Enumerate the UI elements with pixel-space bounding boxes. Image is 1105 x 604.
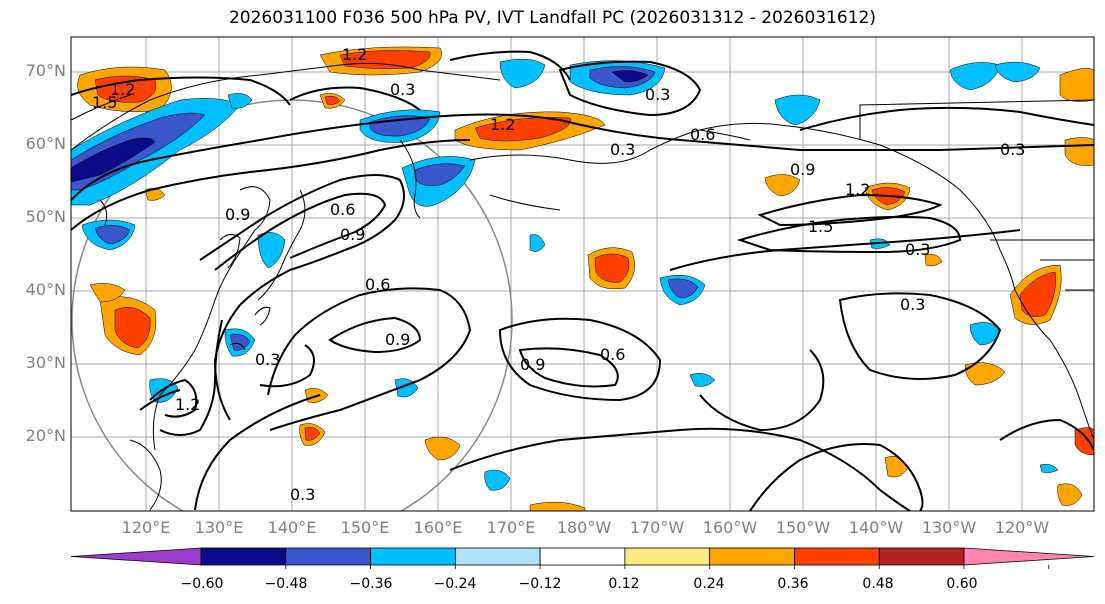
colorbar-tick: −0.60 — [180, 576, 224, 592]
lon-label: 120°W — [994, 518, 1050, 537]
lat-label-50: 50°N — [25, 207, 66, 226]
lon-label: 150°W — [775, 518, 831, 537]
contour-label: 0.6 — [330, 200, 355, 219]
colorbar-tick: 0.60 — [946, 576, 978, 592]
lat-label-70: 70°N — [25, 61, 66, 80]
lon-label: 140°E — [267, 518, 317, 537]
lon-label: 150°E — [340, 518, 390, 537]
colorbar-tick: 0.12 — [608, 576, 640, 592]
contour-label: 1.5 — [92, 93, 117, 112]
colorbar-segment — [709, 547, 795, 566]
contour-label: 0.3 — [255, 350, 280, 369]
lon-label: 170°W — [629, 518, 685, 537]
contour-label: 1.5 — [808, 217, 833, 236]
contour-label: 0.3 — [905, 240, 930, 259]
contour-label: 0.9 — [225, 205, 250, 224]
colorbar-extend-high — [963, 547, 1095, 566]
colorbar-segment — [454, 547, 541, 566]
lon-label: 130°W — [921, 518, 977, 537]
map-title: 2026031100 F036 500 hPa PV, IVT Landfall… — [228, 8, 876, 28]
colorbar-tick: 0.48 — [862, 576, 894, 592]
colorbar-segment — [539, 547, 626, 566]
lon-label: 140°W — [848, 518, 904, 537]
contour-label: 0.9 — [790, 160, 815, 179]
lon-label: 160°E — [413, 518, 463, 537]
lon-label: 170°E — [486, 518, 536, 537]
contour-label: 0.3 — [290, 485, 315, 504]
colorbar-tick: 0.36 — [777, 576, 809, 592]
lat-label-20: 20°N — [25, 426, 66, 445]
contour-label: 1.2 — [490, 115, 515, 134]
colorbar-segment — [794, 547, 880, 566]
contour-labels: 1.2 0.3 1.5 1.2 1.2 0.3 0.6 0.3 0.9 1.2 … — [92, 45, 1025, 504]
lon-label: 120°E — [121, 518, 171, 537]
colorbar-tick: 0.24 — [693, 576, 725, 592]
contour-label: 0.3 — [1000, 140, 1025, 159]
lat-label-60: 60°N — [25, 134, 66, 153]
colorbar-tick: −0.12 — [518, 576, 562, 592]
colorbar-segment — [878, 547, 965, 566]
contour-label: 0.6 — [600, 345, 625, 364]
lat-label-30: 30°N — [25, 353, 66, 372]
contour-label: 0.6 — [690, 125, 715, 144]
colorbar-tick: −0.48 — [264, 576, 308, 592]
contour-label: 0.9 — [340, 225, 365, 244]
contour-label: 1.2 — [845, 180, 870, 199]
contour-label: 0.3 — [610, 140, 635, 159]
contour-label: 1.2 — [342, 45, 367, 64]
contour-label: 0.9 — [385, 330, 410, 349]
contour-label: 1.2 — [110, 80, 135, 99]
pc-contours — [71, 50, 1094, 511]
pv-anomaly-fills — [71, 46, 1094, 511]
contour-label: 0.6 — [365, 275, 390, 294]
colorbar-segment — [370, 547, 456, 566]
contour-label: 0.3 — [390, 80, 415, 99]
map-frame — [70, 36, 1095, 512]
contour-label: 0.9 — [520, 355, 545, 374]
colorbar — [70, 547, 1095, 569]
lat-label-40: 40°N — [25, 280, 66, 299]
lon-label: 160°W — [702, 518, 758, 537]
lon-label: 130°E — [194, 518, 244, 537]
colorbar-segment — [624, 547, 711, 566]
contour-label: 0.3 — [900, 295, 925, 314]
colorbar-segment — [285, 547, 371, 566]
contour-label: 0.3 — [645, 85, 670, 104]
contour-label: 1.2 — [175, 395, 200, 414]
colorbar-tick: −0.36 — [349, 576, 393, 592]
lon-label: 180°W — [556, 518, 612, 537]
colorbar-segment — [200, 547, 287, 566]
colorbar-tick: −0.24 — [433, 576, 477, 592]
colorbar-extend-low — [70, 547, 202, 566]
coastlines — [71, 62, 1094, 511]
